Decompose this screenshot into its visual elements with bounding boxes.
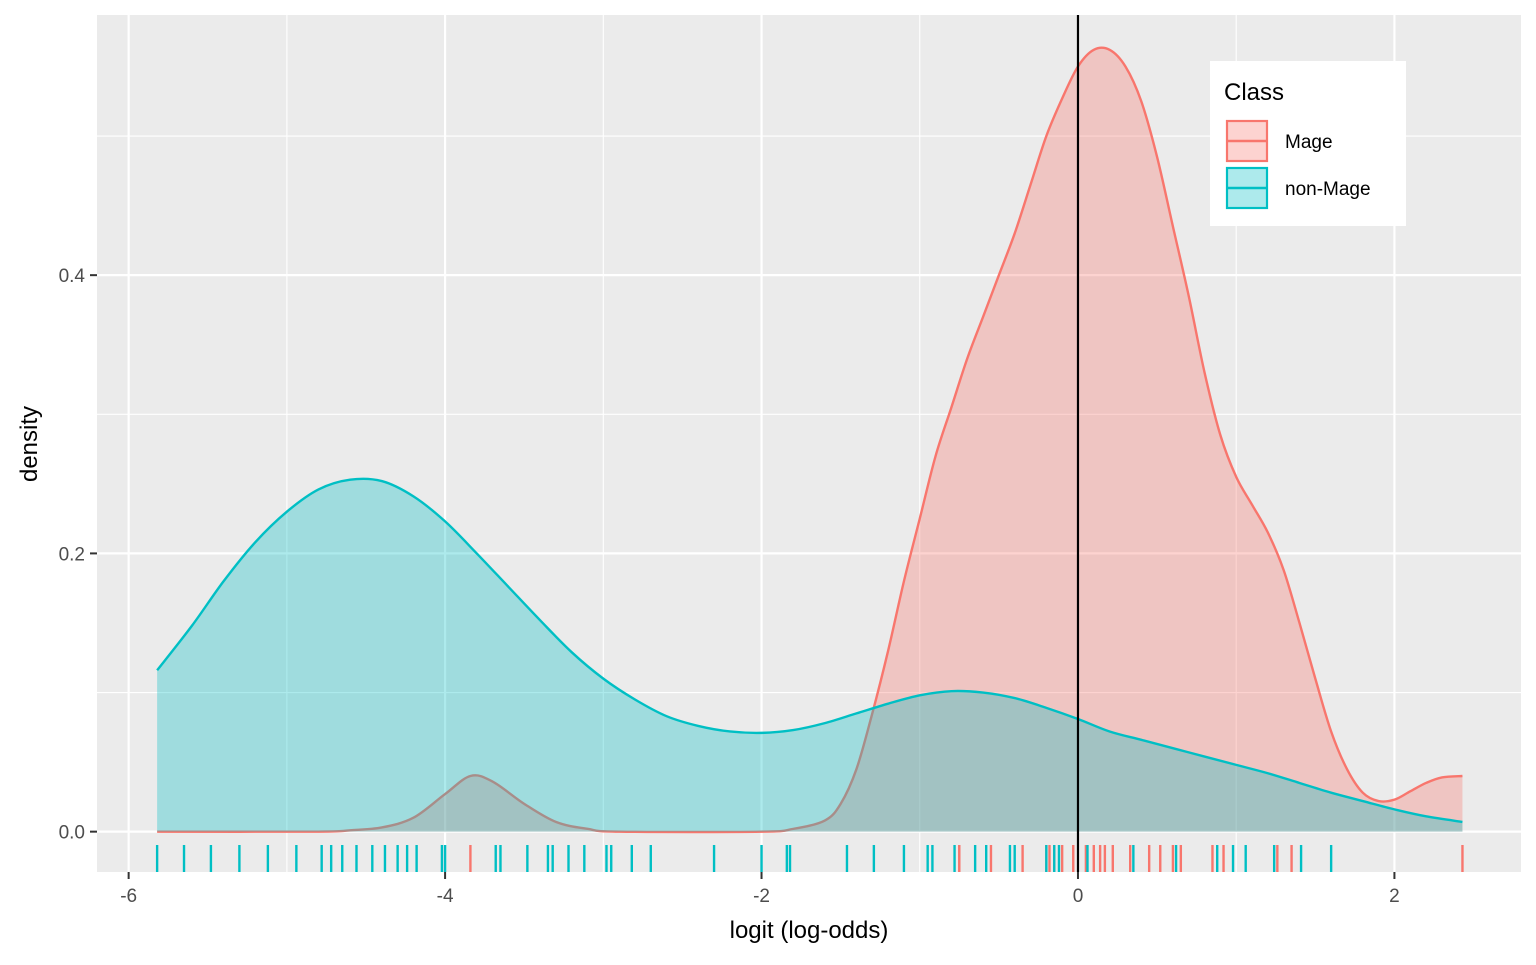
legend-title: Class [1224, 79, 1284, 106]
density-area-mage [157, 47, 1463, 833]
legend-item-non-mage: non-Mage [1225, 166, 1371, 210]
density-area-non-mage [157, 478, 1463, 832]
legend-item-mage: Mage [1225, 119, 1333, 163]
density-line-mage [157, 46, 1463, 834]
legend: Class Mage non-Mage [1210, 61, 1406, 226]
x-axis-title: logit (log-odds) [730, 917, 889, 944]
x-axis: -6 -4 -2 0 2 [120, 872, 1400, 907]
legend-label-non-mage: non-Mage [1285, 179, 1371, 200]
x-tick-label: 0 [1073, 886, 1084, 907]
rug-marks [155, 845, 1464, 872]
x-tick-label: -6 [120, 886, 137, 907]
y-axis: 0.0 0.2 0.4 [59, 266, 97, 844]
y-axis-title: density [16, 406, 43, 482]
y-tick-label: 0.4 [59, 266, 86, 287]
x-tick-label: 2 [1389, 886, 1400, 907]
y-tick-label: 0.2 [59, 544, 85, 565]
density-line-non-mage [156, 477, 1463, 824]
density-areas [156, 46, 1463, 834]
x-tick-label: -2 [753, 886, 770, 907]
y-tick-label: 0.0 [59, 823, 85, 844]
x-tick-label: -4 [437, 886, 454, 907]
legend-label-mage: Mage [1285, 132, 1333, 153]
